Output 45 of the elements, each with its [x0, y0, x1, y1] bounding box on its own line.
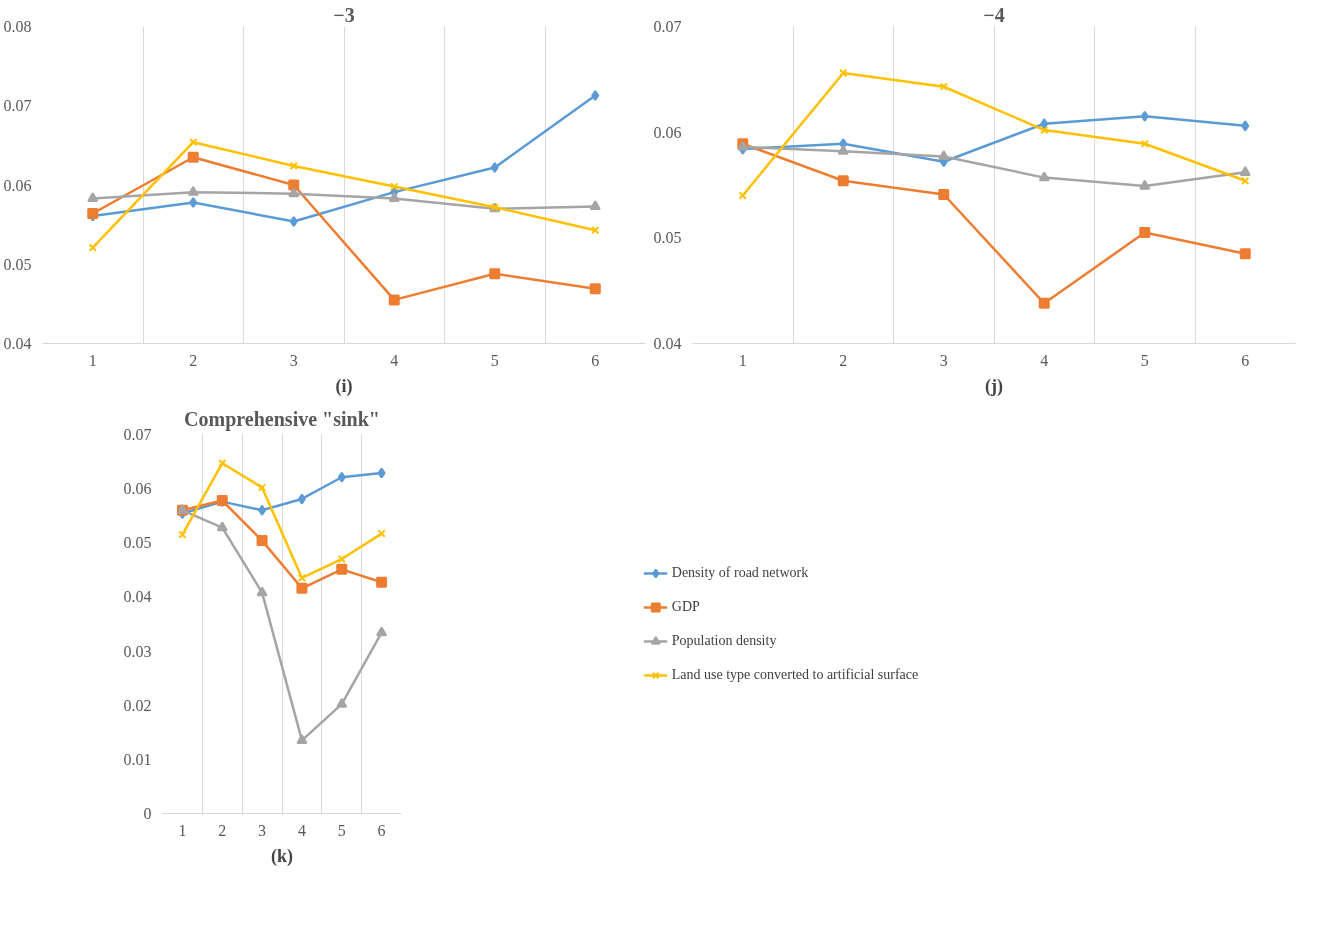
text: (k) [271, 845, 294, 867]
y-tick-label: 0.07 [653, 18, 682, 35]
y-tick-label: 0.02 [123, 696, 152, 714]
y-tick-label: 0.04 [653, 335, 682, 352]
y-tick-label: 0.07 [3, 97, 32, 115]
x-tick-label: 5 [490, 351, 499, 369]
x-tick-label: 3 [289, 351, 298, 369]
y-tick-label: 0 [143, 805, 152, 822]
x-tick-label: 4 [1040, 351, 1049, 369]
x-tick-label: 1 [178, 821, 187, 839]
x-tick-label: 6 [591, 351, 600, 369]
x-tick-label: 3 [258, 821, 267, 839]
y-tick-label: 0.05 [653, 229, 682, 247]
text: (j) [985, 375, 1003, 397]
x-tick-label: 1 [738, 351, 747, 369]
chart-title: −3 [333, 3, 355, 26]
y-tick-label: 0.08 [3, 18, 32, 35]
x-tick-label: 5 [1140, 351, 1149, 369]
legend-label: Density of road network [671, 564, 809, 581]
y-tick-label: 0.06 [3, 176, 32, 194]
legend-label: Population density [671, 632, 777, 649]
chart-title: Comprehensive "sink" [184, 407, 380, 431]
y-tick-label: 0.06 [653, 123, 682, 141]
y-tick-label: 0.07 [123, 426, 152, 443]
x-tick-label: 3 [939, 351, 948, 369]
x-tick-label: 2 [189, 351, 198, 369]
x-tick-label: 2 [218, 821, 227, 839]
x-tick-label: 4 [390, 351, 399, 369]
chart-title: −4 [983, 3, 1005, 26]
legend-label: GDP [671, 598, 700, 615]
legend-label: Land use type converted to artificial surface [671, 666, 919, 683]
x-tick-label: 1 [88, 351, 97, 369]
x-tick-label: 6 [377, 821, 386, 839]
y-tick-label: 0.04 [3, 335, 32, 352]
x-tick-label: 2 [839, 351, 848, 369]
text: (i) [335, 375, 353, 397]
y-tick-label: 0.06 [123, 480, 152, 498]
x-tick-label: 4 [297, 821, 306, 839]
x-tick-label: 6 [1241, 351, 1250, 369]
y-tick-label: 0.03 [123, 642, 152, 660]
x-tick-label: 5 [337, 821, 346, 839]
y-tick-label: 0.04 [123, 588, 152, 606]
y-tick-label: 0.05 [123, 534, 152, 552]
y-tick-label: 0.05 [3, 255, 32, 273]
y-tick-label: 0.01 [123, 750, 152, 768]
